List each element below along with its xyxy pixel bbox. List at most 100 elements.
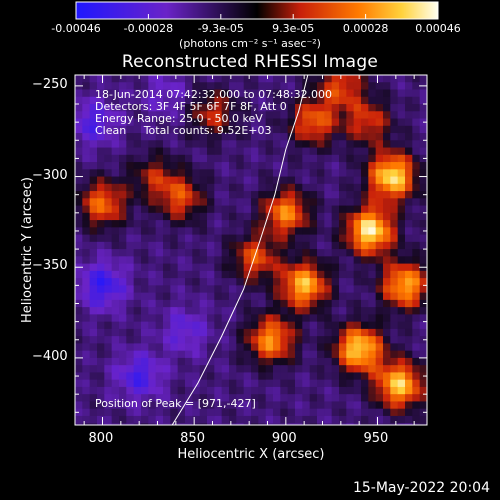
heatmap-cell — [390, 234, 399, 243]
heatmap-cell — [346, 394, 355, 403]
heatmap-cell — [170, 162, 179, 170]
heatmap-cell — [309, 220, 318, 228]
heatmap-cell — [126, 249, 135, 257]
heatmap-cell — [331, 263, 340, 272]
heatmap-cell — [361, 96, 369, 105]
heatmap-cell — [258, 198, 267, 207]
heatmap-cell — [273, 205, 281, 214]
heatmap-cell — [412, 415, 421, 424]
heatmap-cell — [141, 220, 149, 228]
heatmap-cell — [170, 147, 179, 156]
heatmap-cell — [177, 140, 186, 149]
heatmap-cell — [192, 140, 201, 149]
heatmap-cell — [141, 278, 149, 286]
heatmap-cell — [397, 292, 406, 301]
heatmap-cell — [412, 372, 421, 381]
heatmap-cell — [111, 401, 120, 410]
heatmap-cell — [243, 162, 252, 170]
heatmap-cell — [317, 104, 325, 112]
heatmap-cell — [185, 350, 193, 359]
heatmap-cell — [214, 96, 223, 105]
heatmap-cell — [214, 423, 223, 425]
heatmap-cell — [170, 220, 179, 228]
heatmap-cell — [236, 205, 245, 214]
heatmap-cell — [199, 198, 208, 207]
heatmap-cell — [229, 227, 237, 236]
heatmap-cell — [353, 299, 362, 308]
heatmap-cell — [353, 365, 362, 374]
heatmap-cell — [155, 96, 164, 105]
heatmap-cell — [412, 198, 421, 207]
heatmap-cell — [104, 343, 113, 352]
heatmap-cell — [339, 111, 347, 120]
heatmap-cell — [207, 336, 215, 344]
heatmap-cell — [170, 307, 179, 315]
heatmap-cell — [397, 191, 406, 199]
heatmap-cell — [331, 357, 340, 366]
heatmap-cell — [207, 82, 215, 91]
heatmap-cell — [229, 198, 237, 207]
heatmap-cell — [405, 96, 413, 105]
heatmap-cell — [214, 263, 223, 272]
heatmap-cell — [412, 270, 421, 279]
heatmap-cell — [148, 379, 157, 388]
heatmap-cell — [221, 234, 230, 243]
heatmap-cell — [97, 336, 105, 344]
heatmap-cell — [324, 394, 333, 403]
heatmap-cell — [324, 386, 333, 395]
heatmap-cell — [177, 89, 186, 98]
heatmap-cell — [155, 314, 164, 323]
heatmap-cell — [309, 125, 318, 134]
heatmap-cell — [324, 249, 333, 257]
heatmap-cell — [214, 408, 223, 417]
heatmap-cell — [295, 133, 303, 141]
heatmap-cell — [163, 212, 171, 221]
heatmap-cell — [104, 292, 113, 301]
heatmap-cell — [280, 133, 289, 141]
heatmap-cell — [199, 241, 208, 250]
heatmap-cell — [412, 278, 421, 286]
heatmap-cell — [155, 423, 164, 425]
heatmap-cell — [214, 198, 223, 207]
heatmap-cell — [221, 75, 230, 83]
heatmap-cell — [126, 357, 135, 366]
heatmap-cell — [170, 350, 179, 359]
heatmap-cell — [353, 234, 362, 243]
heatmap-cell — [397, 263, 406, 272]
heatmap-cell — [163, 408, 171, 417]
heatmap-cell — [155, 118, 164, 127]
heatmap-cell — [353, 263, 362, 272]
heatmap-cell — [287, 249, 296, 257]
heatmap-cell — [141, 408, 149, 417]
heatmap-cell — [339, 307, 347, 315]
heatmap-cell — [375, 343, 384, 352]
heatmap-cell — [163, 176, 171, 185]
heatmap-cell — [397, 423, 406, 425]
heatmap-cell — [339, 408, 347, 417]
heatmap-cell — [177, 176, 186, 185]
heatmap-cell — [185, 241, 193, 250]
heatmap-cell — [243, 125, 252, 134]
heatmap-cell — [119, 365, 127, 374]
heatmap-cell — [75, 241, 83, 250]
heatmap-cell — [133, 118, 142, 127]
heatmap-cell — [361, 147, 369, 156]
heatmap-cell — [155, 147, 164, 156]
heatmap-cell — [236, 125, 245, 134]
heatmap-cell — [302, 299, 311, 308]
heatmap-cell — [207, 75, 215, 83]
heatmap-cell — [104, 386, 113, 395]
heatmap-cell — [192, 314, 201, 323]
heatmap-cell — [397, 169, 406, 178]
heatmap-cell — [119, 408, 127, 417]
heatmap-cell — [419, 140, 427, 149]
heatmap-cell — [199, 336, 208, 344]
colorbar-tick-label: -9.3e-05 — [197, 22, 244, 35]
heatmap-cell — [383, 89, 391, 98]
heatmap-cell — [353, 270, 362, 279]
heatmap-cell — [221, 256, 230, 265]
heatmap-cell — [339, 147, 347, 156]
heatmap-cell — [265, 147, 274, 156]
heatmap-cell — [97, 379, 105, 388]
